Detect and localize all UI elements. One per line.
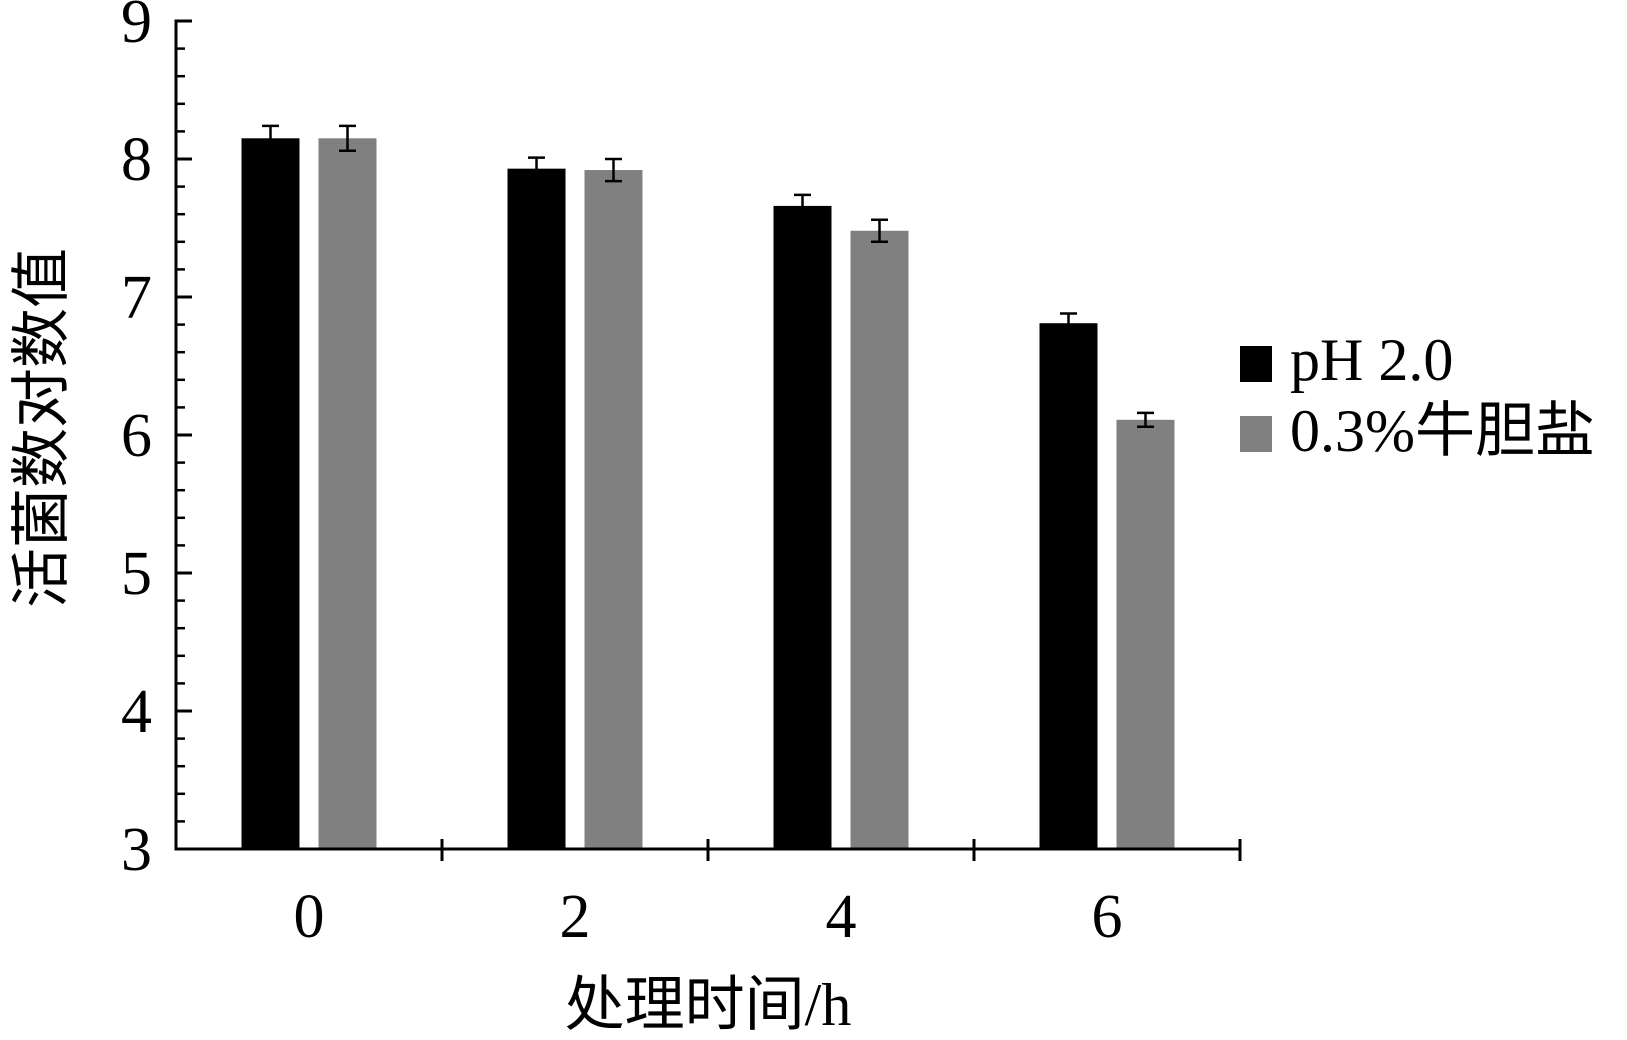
bar-series-1-x-0 <box>241 138 300 850</box>
x-tick-label: 2 <box>560 883 591 951</box>
bar-series-2-x-0 <box>318 138 377 850</box>
y-axis-title: 活菌数对数值 <box>9 248 75 608</box>
bar-series-2-x-4 <box>850 230 909 849</box>
error-bar-series-2-x-2 <box>605 157 622 183</box>
error-bar-series-1-x-2 <box>528 156 545 181</box>
y-axis-ticks: 3 4 5 6 7 8 9 <box>121 0 192 884</box>
x-tick-label: 6 <box>1092 883 1123 951</box>
bar-series-1-x-4 <box>773 205 832 850</box>
legend-swatch-ph-2-0 <box>1240 346 1272 382</box>
legend-swatch-bile-salt <box>1240 416 1272 452</box>
bar-series-1-x-2 <box>507 168 566 849</box>
y-tick-label: 6 <box>121 402 152 470</box>
error-bar-series-2-x-4 <box>871 218 888 244</box>
error-bars-layer <box>262 124 1154 428</box>
legend-label-bile-salt: 0.3%牛胆盐 <box>1290 398 1595 464</box>
y-tick-label: 9 <box>121 0 152 56</box>
error-bar-series-1-x-0 <box>262 124 279 152</box>
bars-layer <box>241 138 1175 850</box>
bar-series-2-x-6 <box>1116 419 1175 849</box>
error-bar-series-1-x-4 <box>794 193 811 219</box>
x-tick-label: 4 <box>826 883 857 951</box>
legend-label-ph-2-0: pH 2.0 <box>1290 327 1453 393</box>
bar-series-2-x-2 <box>584 170 643 850</box>
y-tick-label: 4 <box>121 678 152 746</box>
y-tick-label: 5 <box>121 540 152 608</box>
x-axis-ticks: 0 2 4 6 <box>294 839 1242 951</box>
y-tick-label: 8 <box>121 126 152 194</box>
x-axis-title: 处理时间/h <box>565 972 852 1038</box>
legend: pH 2.0 0.3%牛胆盐 <box>1240 327 1595 464</box>
x-tick-label: 0 <box>294 883 325 951</box>
bar-series-1-x-6 <box>1039 323 1098 850</box>
error-bar-series-2-x-6 <box>1137 411 1154 428</box>
error-bar-series-2-x-0 <box>339 124 356 152</box>
y-tick-label: 3 <box>121 816 152 884</box>
error-bar-series-1-x-6 <box>1060 312 1077 335</box>
y-tick-label: 7 <box>121 264 152 332</box>
